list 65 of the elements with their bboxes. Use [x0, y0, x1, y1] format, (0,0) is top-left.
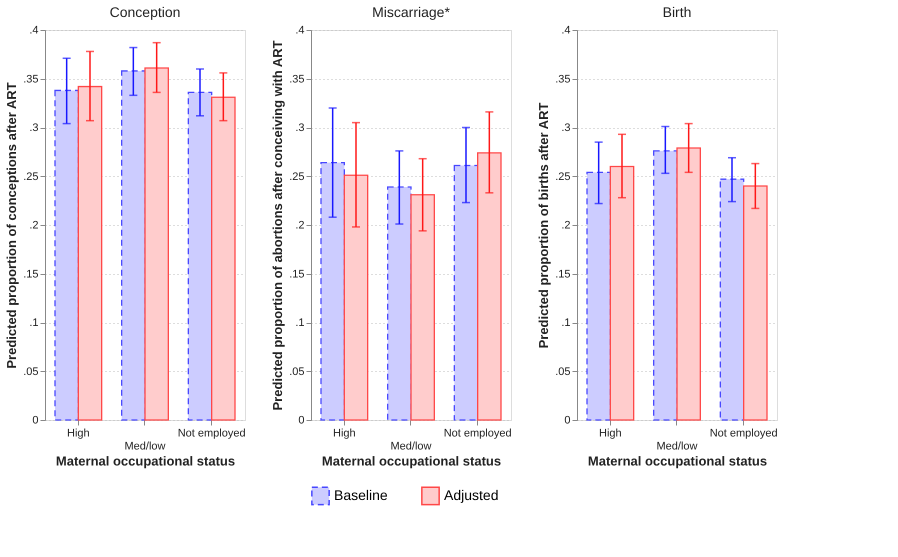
x-tick-label: Not employed [178, 428, 246, 440]
y-tick-label: .1 [561, 317, 570, 329]
x-tick-label: Med/low [124, 440, 166, 452]
legend-label: Adjusted [444, 486, 498, 503]
y-tick-label: .4 [561, 24, 570, 36]
x-axis-title: Maternal occupational status [588, 454, 768, 468]
y-tick-label: .3 [561, 122, 570, 134]
y-tick-label: .05 [555, 366, 570, 378]
y-tick-label: .1 [29, 317, 38, 329]
bar [320, 162, 345, 421]
y-tick-label: .1 [295, 317, 304, 329]
x-tick-label: Not employed [444, 428, 512, 440]
chart-title: Birth [662, 4, 692, 20]
y-tick-label: .35 [289, 73, 304, 86]
x-axis-title: Maternal occupational status [322, 454, 502, 468]
bar [344, 174, 368, 421]
y-tick-label: .2 [295, 220, 304, 232]
y-tick-label: .2 [29, 220, 38, 232]
bar [743, 185, 768, 421]
bar [610, 166, 634, 421]
y-tick-label: .3 [295, 122, 304, 134]
y-tick-label: 0 [32, 414, 38, 426]
y-tick-label: .3 [29, 122, 38, 134]
y-tick-label: .25 [23, 170, 38, 183]
y-tick-label: .25 [289, 170, 304, 183]
y-tick-label: .15 [289, 268, 304, 280]
bar [54, 90, 79, 421]
bar [454, 164, 478, 421]
chart-title: Miscarriage* [372, 4, 450, 20]
bar [653, 150, 678, 421]
y-axis-title: Predicted proportion of births after ART [536, 102, 552, 348]
legend-label: Baseline [334, 486, 388, 503]
y-axis-title: Predicted proportion of conceptions after ART [4, 82, 20, 369]
x-tick-label: Med/low [390, 440, 432, 452]
bar [188, 92, 212, 421]
y-tick-label: .4 [295, 24, 304, 36]
x-tick-label: Med/low [656, 440, 698, 452]
y-tick-label: .05 [289, 366, 304, 378]
y-tick-label: .25 [555, 170, 570, 183]
y-tick-label: .4 [29, 24, 38, 36]
y-tick-label: .15 [555, 268, 570, 280]
bar [144, 67, 169, 421]
bar [586, 172, 611, 421]
y-tick-label: 0 [564, 414, 570, 426]
x-tick-label: High [333, 428, 356, 440]
bar [720, 178, 744, 421]
bar [387, 186, 412, 421]
x-tick-label: High [599, 428, 622, 440]
bar [78, 86, 102, 421]
bar [410, 194, 435, 421]
bar [121, 70, 146, 421]
y-tick-label: .35 [555, 73, 570, 86]
bar [211, 96, 236, 421]
y-tick-label: .2 [561, 220, 570, 232]
bar [676, 147, 701, 421]
x-axis-title: Maternal occupational status [56, 454, 236, 468]
chart-title: Conception [110, 4, 180, 20]
y-tick-label: .15 [23, 268, 38, 280]
y-tick-label: .35 [23, 73, 38, 86]
y-tick-label: 0 [298, 414, 304, 426]
bar [477, 152, 502, 421]
y-tick-label: .05 [23, 366, 38, 378]
y-axis-title: Predicted proportion of abortions after conceiving with ART [270, 40, 286, 411]
x-tick-label: High [67, 428, 90, 440]
x-tick-label: Not employed [710, 428, 778, 440]
